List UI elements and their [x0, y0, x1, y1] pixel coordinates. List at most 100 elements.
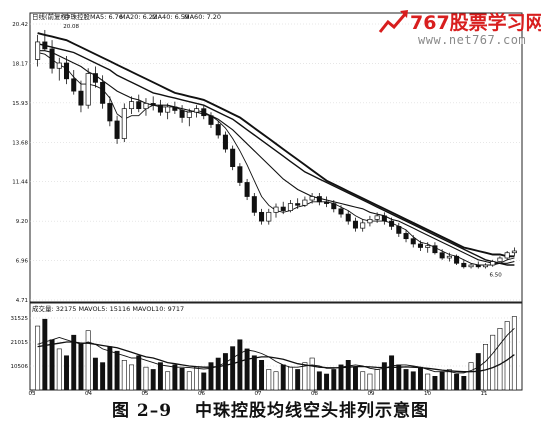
candle: [280, 201, 286, 215]
volume-bar: [309, 357, 315, 391]
candle-body: [273, 206, 279, 213]
x-tick-label: 07: [255, 391, 262, 396]
price-panel-header: 日线(前复权): [32, 12, 70, 21]
volume-bar: [374, 369, 380, 391]
candle: [179, 105, 185, 123]
volume-bar: [418, 366, 423, 391]
volume-bar: [150, 369, 156, 391]
candle: [215, 120, 221, 139]
candle: [482, 263, 489, 269]
candle: [230, 145, 236, 171]
volume-bar: [367, 373, 373, 391]
volume-bar: [410, 371, 416, 391]
candle-body: [251, 196, 257, 213]
candle-body: [461, 262, 467, 268]
volume-bar: [396, 364, 402, 391]
candle-body: [71, 78, 77, 92]
volume-bar: [266, 369, 272, 391]
candle-body: [136, 101, 142, 110]
volume-bar: [497, 328, 503, 391]
candle-body: [114, 120, 120, 139]
x-tick-label: 06: [198, 391, 205, 396]
volume-bar: [316, 371, 322, 391]
volume-y-axis: 31525 21015 10506: [11, 316, 522, 370]
candle-body: [338, 208, 344, 215]
mavol10-line: [37, 341, 515, 373]
candle: [338, 205, 344, 218]
candle: [194, 105, 200, 118]
candle-body: [468, 264, 474, 268]
x-tick-label: 05: [142, 391, 149, 396]
candle: [389, 217, 395, 230]
candle: [367, 215, 373, 227]
candle: [222, 131, 228, 153]
candle-body: [403, 233, 409, 240]
candle: [78, 80, 84, 113]
volume-bar: [461, 375, 467, 391]
x-tick-label: 09: [368, 391, 375, 396]
candle-body: [165, 106, 171, 113]
volume-bar: [56, 348, 62, 391]
candle-body: [345, 213, 351, 222]
candle-body: [266, 211, 272, 222]
candle-body: [49, 48, 55, 69]
candle-body: [179, 110, 185, 118]
figure-caption: 图 2–9 中珠控股均线空头排列示意图: [0, 396, 541, 424]
candle: [208, 112, 214, 129]
volume-bar: [49, 339, 55, 391]
candle: [85, 68, 91, 109]
candle-body: [446, 255, 452, 259]
candle: [446, 252, 452, 262]
stock-name: 中珠控股: [64, 12, 91, 21]
volume-bar: [179, 368, 185, 391]
volume-bar: [230, 346, 236, 391]
candle: [374, 212, 380, 223]
candle-body: [360, 222, 366, 229]
volume-panel-header: 成交量: 32175 MAVOL5: 15116 MAVOL10: 9717: [32, 304, 184, 313]
candle: [504, 250, 510, 260]
volume-bar: [504, 321, 510, 391]
chart-title: 中珠控股均线空头排列示意图: [195, 401, 429, 421]
candle: [136, 94, 142, 113]
ma5-readout: MA5: 6.76: [90, 13, 123, 21]
candle: [56, 57, 62, 81]
candle: [410, 235, 416, 248]
candle-body: [92, 73, 98, 83]
candle: [302, 196, 308, 208]
volume-bar: [295, 369, 301, 391]
ma20-readout: MA20: 6.22: [120, 13, 157, 21]
ma40-readout: MA40: 6.59: [152, 13, 189, 21]
volume-bar: [92, 357, 98, 391]
candle-body: [143, 103, 149, 110]
price-tick-label: 4.71: [16, 298, 28, 304]
candle-body: [410, 238, 416, 245]
volume-bar: [439, 371, 445, 391]
volume-bar: [483, 344, 488, 391]
volume-bar: [511, 316, 517, 391]
watermark-url: www.net767.com: [418, 33, 527, 47]
chart-logo-icon: [378, 10, 408, 33]
candle: [316, 193, 322, 206]
candle: [417, 240, 423, 251]
volume-bar: [324, 373, 330, 391]
candle-body: [482, 264, 489, 268]
volume-bar: [251, 355, 257, 391]
volume-bar: [172, 364, 178, 391]
candle: [439, 249, 445, 260]
candle: [237, 163, 243, 186]
volume-bar: [85, 330, 91, 391]
candle: [201, 105, 207, 120]
candle-body: [389, 220, 395, 227]
volume-tick-label: 21015: [11, 340, 29, 346]
volume-bar: [352, 366, 358, 391]
candle: [360, 219, 366, 232]
candle-body: [432, 245, 438, 254]
x-tick-label: 11: [481, 391, 488, 396]
volume-bar: [194, 366, 200, 391]
price-tick-label: 20.42: [12, 22, 28, 28]
price-y-axis: 20.42 18.17 15.93 13.68 11.44 9.20 6.96 4.71: [12, 22, 522, 304]
volume-bar: [446, 369, 452, 391]
candle: [143, 98, 149, 116]
volume-bar: [35, 325, 41, 391]
volume-panel: 成交量: 32175 MAVOL5: 15116 MAVOL10: 9717 3…: [11, 302, 523, 391]
